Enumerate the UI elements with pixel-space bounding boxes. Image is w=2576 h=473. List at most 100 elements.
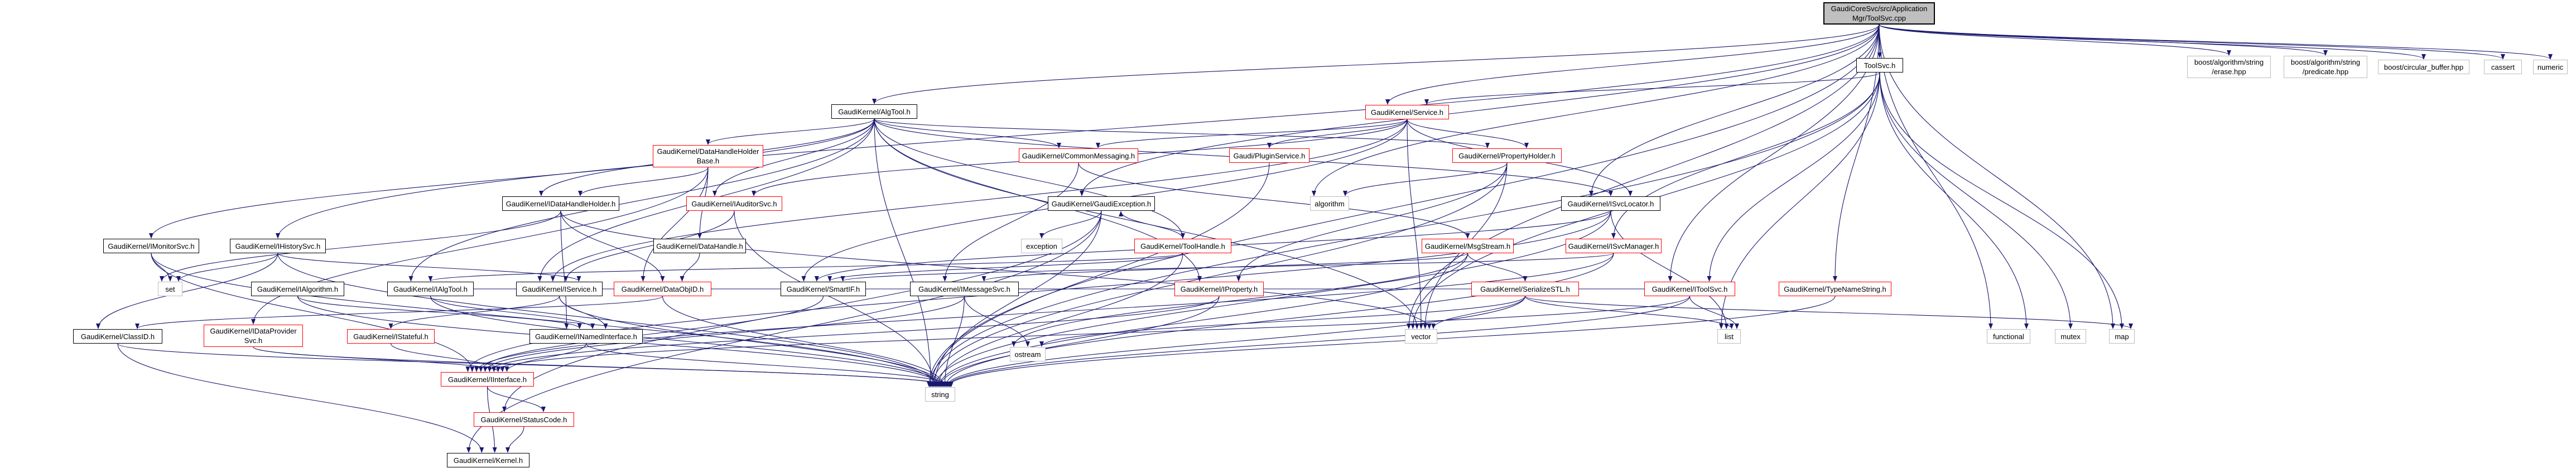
- graph-node-serializestl[interactable]: GaudiKernel/SerializeSTL.h: [1471, 282, 1579, 296]
- graph-node-label: GaudiKernel/IDataProvider Svc.h: [210, 327, 297, 345]
- graph-edge: [277, 253, 581, 282]
- graph-node-string_box: string: [925, 387, 955, 402]
- graph-node-itoolsvc[interactable]: GaudiKernel/IToolSvc.h: [1644, 282, 1735, 296]
- graph-edge: [578, 167, 709, 196]
- graph-node-inamedinterface[interactable]: GaudiKernel/INamedInterface.h: [529, 329, 643, 344]
- graph-node-isvcmanager[interactable]: GaudiKernel/ISvcManager.h: [1566, 239, 1662, 253]
- graph-node-label: GaudiKernel/ClassID.h: [80, 332, 155, 341]
- graph-node-boost_circular: boost/circular_buffer.hpp: [2378, 60, 2469, 74]
- graph-node-kernel[interactable]: GaudiKernel/Kernel.h: [447, 453, 529, 467]
- graph-edge: [943, 296, 1220, 387]
- graph-edge: [1524, 296, 1734, 329]
- graph-edge: [550, 119, 1408, 282]
- graph-node-label: GaudiKernel/IDataHandleHolder.h: [505, 199, 616, 208]
- graph-node-label: GaudiKernel/ISvcManager.h: [1568, 242, 1659, 250]
- graph-edge: [874, 118, 933, 387]
- graph-edge: [874, 118, 1185, 239]
- graph-edge: [1078, 162, 1470, 239]
- graph-node-idatahandleholder[interactable]: GaudiKernel/IDataHandleHolder.h: [502, 196, 619, 211]
- graph-node-set_box: set: [158, 282, 182, 296]
- graph-edge: [390, 343, 505, 372]
- graph-node-label: boost/algorithm/string /predicate.hpp: [2290, 58, 2361, 76]
- graph-node-gaudiexception[interactable]: GaudiKernel/GaudiException.h: [1048, 196, 1155, 211]
- graph-node-dhh_base[interactable]: GaudiKernel/DataHandleHolder Base.h: [653, 145, 763, 167]
- graph-edge: [149, 118, 875, 239]
- graph-node-toolhandle[interactable]: GaudiKernel/ToolHandle.h: [1134, 239, 1231, 253]
- graph-edge: [1879, 24, 2426, 60]
- graph-edge: [558, 296, 945, 387]
- graph-node-label: GaudiKernel/ToolHandle.h: [1140, 242, 1225, 250]
- graph-node-istateful[interactable]: GaudiKernel/IStateful.h: [347, 329, 435, 344]
- graph-node-label: GaudiKernel/PropertyHolder.h: [1458, 151, 1556, 160]
- graph-edge: [428, 253, 1183, 282]
- graph-node-msgstream[interactable]: GaudiKernel/MsgStream.h: [1422, 239, 1514, 253]
- graph-node-label: GaudiKernel/SerializeSTL.h: [1480, 284, 1570, 293]
- graph-node-label: GaudiKernel/CommonMessaging.h: [1022, 151, 1135, 160]
- graph-node-iservice[interactable]: GaudiKernel/IService.h: [516, 282, 603, 296]
- graph-node-algtool_h[interactable]: GaudiKernel/AlgTool.h: [831, 104, 917, 119]
- graph-node-datahandle[interactable]: GaudiKernel/DataHandle.h: [653, 239, 746, 253]
- graph-node-imessagesvc[interactable]: GaudiKernel/IMessageSvc.h: [910, 282, 1019, 296]
- graph-edge: [1879, 24, 2505, 60]
- graph-node-label: exception: [1026, 242, 1057, 250]
- graph-node-imonitorsvc[interactable]: GaudiKernel/IMonitorSvc.h: [103, 239, 199, 253]
- graph-edge: [1467, 253, 1528, 282]
- graph-node-smartif[interactable]: GaudiKernel/SmartIF.h: [781, 282, 866, 296]
- graph-node-isvclocator[interactable]: GaudiKernel/ISvcLocator.h: [1561, 196, 1660, 211]
- graph-node-label: GaudiKernel/StatusCode.h: [480, 415, 567, 424]
- graph-node-statuscode[interactable]: GaudiKernel/StatusCode.h: [474, 412, 574, 427]
- graph-node-map_box: map: [2109, 329, 2135, 344]
- graph-node-label: GaudiKernel/IToolSvc.h: [1651, 284, 1728, 293]
- graph-edge: [502, 210, 1102, 412]
- graph-node-label: GaudiKernel/DataHandle.h: [656, 242, 743, 250]
- graph-edge: [1236, 162, 1508, 282]
- graph-node-service_h[interactable]: GaudiKernel/Service.h: [1365, 105, 1449, 119]
- graph-node-label: mutex: [2060, 332, 2081, 341]
- graph-edge: [1012, 253, 1468, 347]
- graph-node-ihistorysvc[interactable]: GaudiKernel/IHistorySvc.h: [230, 239, 326, 253]
- graph-edge: [474, 253, 1614, 372]
- graph-edge: [1039, 210, 1102, 239]
- graph-node-idataprovidersvc[interactable]: GaudiKernel/IDataProvider Svc.h: [204, 325, 303, 347]
- graph-node-label: string: [931, 390, 949, 399]
- graph-node-toolsvc_h[interactable]: ToolSvc.h: [1856, 58, 1903, 73]
- graph-node-iproperty[interactable]: GaudiKernel/IProperty.h: [1174, 282, 1264, 296]
- graph-node-label: GaudiKernel/IMonitorSvc.h: [108, 242, 195, 250]
- graph-node-label: GaudiKernel/ISvcLocator.h: [1567, 199, 1654, 208]
- graph-edge: [1096, 119, 1408, 148]
- graph-node-label: GaudiKernel/SmartIF.h: [786, 284, 860, 293]
- graph-node-label: algorithm: [1315, 199, 1345, 208]
- graph-node-iauditorsvc[interactable]: GaudiKernel/IAuditorSvc.h: [686, 196, 782, 211]
- graph-edge: [1879, 24, 2553, 60]
- graph-node-label: cassert: [2491, 62, 2515, 71]
- graph-node-label: GaudiKernel/IMessageSvc.h: [918, 284, 1010, 293]
- graph-edge: [487, 386, 546, 412]
- graph-node-label: GaudiKernel/TypeNameString.h: [1784, 284, 1886, 293]
- graph-node-property_holder[interactable]: GaudiKernel/PropertyHolder.h: [1452, 148, 1562, 163]
- graph-edge: [277, 253, 940, 387]
- graph-node-dataobjid[interactable]: GaudiKernel/DataObjID.h: [614, 282, 711, 296]
- graph-node-label: ToolSvc.h: [1864, 61, 1896, 70]
- graph-node-ialgtool[interactable]: GaudiKernel/IAlgTool.h: [387, 282, 474, 296]
- graph-edge: [680, 253, 700, 282]
- graph-node-boost_predicate: boost/algorithm/string /predicate.hpp: [2284, 56, 2367, 78]
- graph-edge: [938, 253, 1614, 387]
- graph-edge: [151, 253, 475, 372]
- graph-edge: [930, 162, 1508, 387]
- graph-edge: [927, 72, 1880, 387]
- graph-edge: [276, 24, 1880, 239]
- graph-node-classid[interactable]: GaudiKernel/ClassID.h: [73, 329, 162, 344]
- graph-node-ialgorithm[interactable]: GaudiKernel/IAlgorithm.h: [251, 282, 344, 296]
- graph-node-functional_box: functional: [1987, 329, 2030, 344]
- graph-node-plugin_service[interactable]: Gaudi/PluginService.h: [1229, 148, 1309, 163]
- graph-node-common_messaging[interactable]: GaudiKernel/CommonMessaging.h: [1019, 148, 1138, 163]
- graph-node-label: functional: [1993, 332, 2024, 341]
- graph-node-label: GaudiKernel/IHistorySvc.h: [235, 242, 321, 250]
- graph-edge: [1524, 296, 2133, 329]
- graph-node-label: GaudiKernel/GaudiException.h: [1051, 199, 1152, 208]
- graph-edge: [251, 167, 709, 325]
- graph-node-typenamestring[interactable]: GaudiKernel/TypeNameString.h: [1779, 282, 1891, 296]
- graph-node-label: GaudiKernel/DataHandleHolder Base.h: [657, 147, 759, 165]
- graph-node-iinterface[interactable]: GaudiKernel/IInterface.h: [441, 372, 534, 387]
- graph-edge: [560, 210, 1432, 329]
